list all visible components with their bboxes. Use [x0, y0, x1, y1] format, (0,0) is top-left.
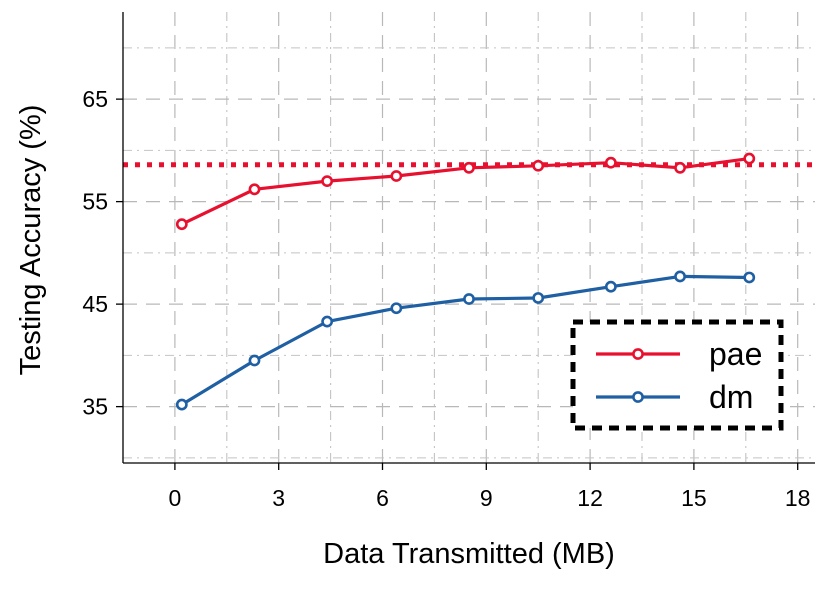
- legend-swatch-marker: [632, 348, 644, 360]
- legend: pae dm: [570, 319, 784, 431]
- x-tick-label: 9: [480, 485, 493, 511]
- tick-labels: 0 3 6 9 12 15 18 35 45 55 65: [82, 86, 810, 511]
- data-point-dm: [604, 280, 617, 293]
- x-tick-label: 0: [169, 485, 182, 511]
- y-tick-label: 45: [82, 291, 108, 317]
- x-tick-label: 12: [577, 485, 603, 511]
- y-tick-label: 35: [82, 394, 108, 420]
- data-point-dm: [248, 354, 261, 367]
- legend-label: pae: [709, 336, 762, 372]
- series-layer: [175, 152, 756, 411]
- legend-item-pae: pae: [596, 336, 762, 372]
- data-point-dm: [674, 270, 686, 283]
- data-point-pae: [248, 183, 261, 196]
- axes: [116, 12, 815, 470]
- x-axis-label: Data Transmitted (MB): [323, 538, 615, 570]
- x-tick-label: 6: [376, 485, 389, 511]
- data-point-dm: [463, 293, 475, 305]
- series-dm: [175, 270, 756, 411]
- data-point-pae: [321, 175, 334, 188]
- data-point-dm: [321, 315, 334, 328]
- x-tick-label: 18: [785, 485, 811, 511]
- legend-box: [570, 319, 784, 431]
- data-point-pae: [390, 170, 403, 182]
- data-point-pae: [532, 159, 545, 172]
- data-point-pae: [743, 152, 756, 165]
- x-tick-label: 3: [272, 485, 285, 511]
- data-point-dm: [175, 398, 188, 411]
- data-point-pae: [674, 161, 686, 174]
- data-point-pae: [175, 218, 188, 231]
- y-tick-label: 65: [82, 86, 108, 112]
- legend-swatch-marker: [632, 391, 644, 403]
- data-point-dm: [390, 302, 403, 315]
- data-point-pae: [604, 156, 617, 169]
- data-point-dm: [532, 292, 545, 304]
- y-axis-label: Testing Accuracy (%): [15, 105, 47, 376]
- y-tick-label: 55: [82, 189, 108, 215]
- data-point-dm: [743, 271, 756, 284]
- legend-item-dm: dm: [596, 379, 753, 415]
- legend-label: dm: [709, 379, 753, 415]
- x-tick-label: 15: [681, 485, 707, 511]
- series-pae: [175, 152, 756, 231]
- data-point-pae: [463, 161, 475, 174]
